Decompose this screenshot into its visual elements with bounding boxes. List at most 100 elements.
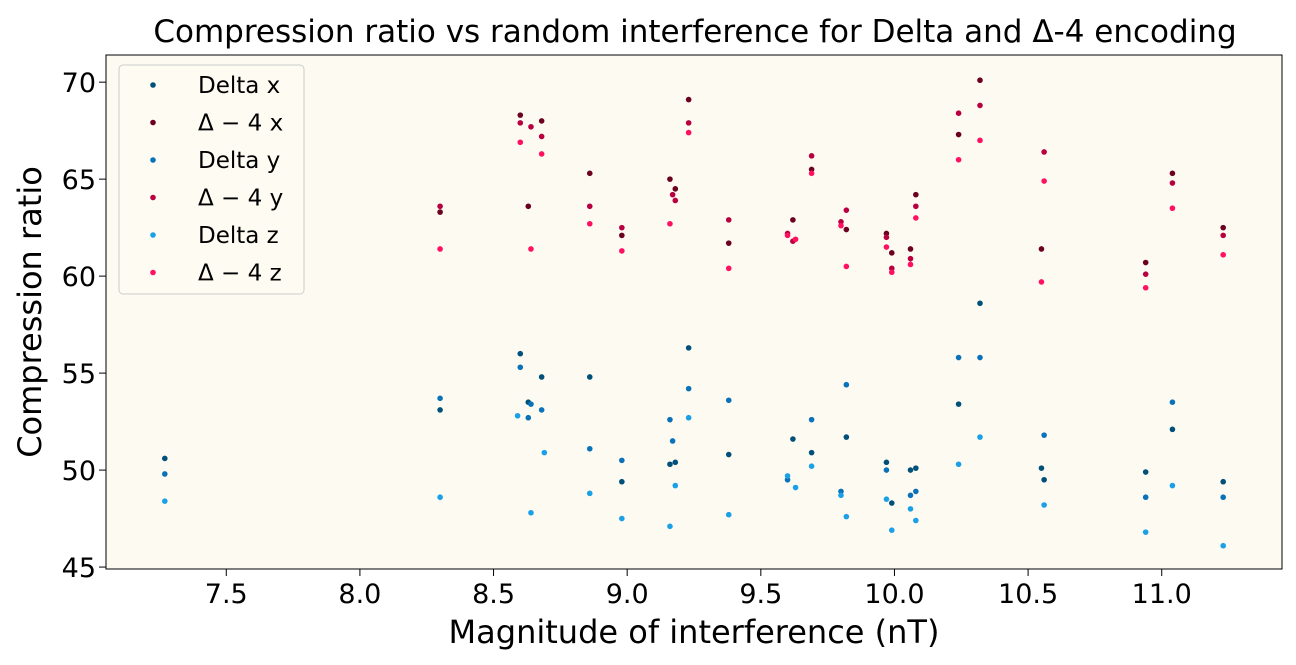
data-point	[907, 255, 914, 262]
data-point	[1169, 426, 1176, 433]
y-tick-label: 55	[62, 359, 96, 390]
data-point	[586, 220, 593, 227]
data-point	[838, 492, 844, 499]
data-point	[538, 407, 545, 413]
data-point	[843, 207, 850, 213]
data-point	[667, 461, 673, 468]
legend-entry-label: Delta y	[198, 148, 280, 174]
data-point	[162, 498, 168, 504]
data-point	[586, 170, 593, 177]
data-point	[672, 197, 679, 204]
data-point	[538, 151, 545, 157]
data-point	[792, 484, 799, 491]
y-tick-label: 65	[62, 165, 96, 196]
data-point	[538, 133, 545, 140]
x-tick-label: 10.0	[864, 579, 924, 610]
data-point	[955, 354, 962, 361]
x-axis-label: Magnitude of interference (nT)	[449, 613, 940, 651]
data-point	[843, 226, 850, 233]
data-point	[514, 412, 521, 419]
data-point	[913, 203, 919, 210]
data-point	[808, 170, 815, 177]
data-point	[517, 139, 524, 146]
data-point	[725, 217, 732, 223]
legend-marker	[150, 232, 156, 238]
data-point	[907, 492, 914, 499]
data-point	[838, 222, 844, 229]
data-point	[1142, 259, 1149, 266]
data-point	[1169, 399, 1176, 405]
data-point	[538, 374, 545, 380]
legend-marker	[150, 194, 156, 201]
data-point	[1041, 432, 1047, 438]
series-1	[437, 77, 1226, 266]
data-point	[883, 496, 890, 502]
data-point	[883, 467, 890, 473]
data-point	[1142, 284, 1149, 291]
legend-entry-label: Δ − 4 x	[198, 111, 283, 137]
data-point	[1038, 246, 1045, 252]
series-0	[162, 300, 1226, 506]
data-point	[437, 209, 443, 215]
data-point	[725, 511, 732, 518]
data-point	[1038, 279, 1045, 285]
legend-marker	[150, 82, 156, 88]
data-point	[586, 374, 593, 380]
data-point	[907, 246, 914, 252]
data-point	[1169, 180, 1176, 186]
data-point	[162, 471, 168, 477]
data-point	[619, 224, 625, 231]
data-point	[162, 455, 168, 462]
data-point	[437, 395, 443, 402]
data-point	[1220, 494, 1226, 501]
data-point	[525, 414, 532, 421]
data-point	[1041, 476, 1047, 483]
data-point	[541, 449, 548, 456]
data-point	[1041, 149, 1047, 155]
data-point	[619, 515, 625, 522]
data-point	[685, 129, 692, 136]
series-5	[437, 129, 1226, 291]
data-point	[685, 414, 692, 421]
data-point	[955, 401, 962, 407]
data-point	[1169, 170, 1176, 177]
data-point	[619, 232, 625, 239]
data-point	[955, 131, 962, 138]
legend-entry-label: Delta z	[198, 223, 279, 249]
data-point	[913, 215, 919, 221]
data-point	[685, 385, 692, 392]
data-point	[784, 232, 791, 239]
data-point	[619, 478, 625, 485]
data-point	[437, 246, 443, 252]
x-tick-label: 10.5	[998, 579, 1058, 610]
data-point	[977, 77, 983, 84]
data-point	[725, 451, 732, 458]
data-point	[913, 191, 919, 198]
x-tick-label: 7.5	[205, 579, 248, 610]
x-tick-label: 11.0	[1132, 579, 1192, 610]
data-point	[977, 434, 983, 440]
data-point	[1220, 478, 1226, 485]
data-point	[1038, 465, 1045, 471]
data-point	[725, 240, 732, 246]
legend-entry-label: Δ − 4 z	[198, 261, 282, 287]
x-tick-label: 9.5	[739, 579, 782, 610]
data-point	[525, 203, 532, 210]
data-point	[672, 186, 679, 192]
data-point	[667, 220, 673, 227]
data-point	[667, 416, 673, 423]
data-point	[843, 434, 850, 440]
axis-ticks: 7.5 8.0 8.5 9.0 9.5 10.0 10.5 11.0 45 50 55 60 65 70	[62, 68, 1192, 610]
data-point	[808, 463, 815, 470]
data-point	[955, 461, 962, 468]
data-point	[883, 459, 890, 466]
data-point	[808, 416, 815, 423]
data-point	[667, 176, 673, 182]
data-point	[586, 203, 593, 210]
data-point	[619, 457, 625, 464]
data-point	[1142, 529, 1149, 535]
data-point	[1041, 178, 1047, 184]
data-point	[913, 517, 919, 524]
data-point	[784, 473, 791, 479]
